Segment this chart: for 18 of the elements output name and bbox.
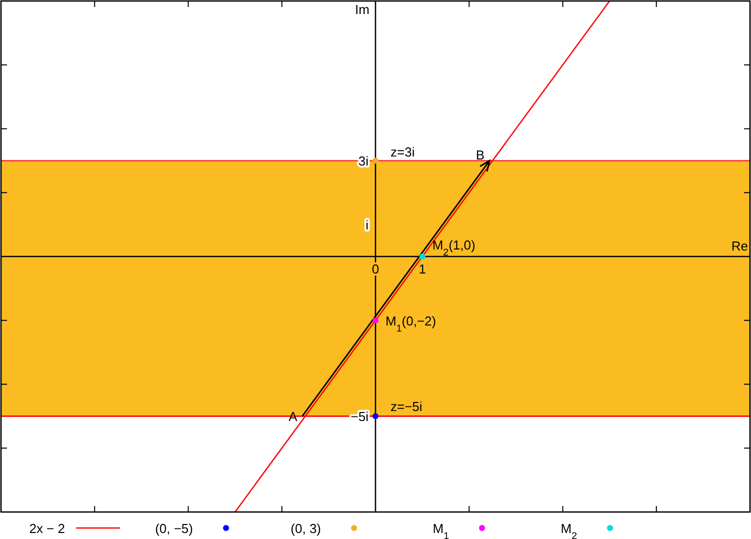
point — [372, 158, 378, 164]
annotation: B — [476, 148, 485, 163]
point — [372, 413, 378, 420]
annotation: z=−5i — [390, 399, 422, 414]
annotation: M$_{1}$(0,−2) — [386, 313, 436, 334]
legend-label: (0, −5) — [155, 521, 193, 536]
point — [372, 317, 378, 324]
legend-label: 2x − 2 — [29, 521, 65, 536]
legend-label: M$_{2}$ — [560, 521, 577, 539]
annotation: M$_{2}$(1,0) — [432, 238, 476, 258]
annotation: z=3i — [390, 144, 415, 160]
x-axis-title: Re — [731, 238, 748, 254]
y-tick-label: i — [366, 218, 369, 233]
legend-label: M$_{1}$ — [432, 521, 449, 539]
point — [419, 254, 426, 260]
legend-label: (0, 3) — [290, 521, 321, 536]
x-tick-label: 1 — [418, 262, 426, 276]
y-axis-title: Im — [355, 2, 370, 17]
